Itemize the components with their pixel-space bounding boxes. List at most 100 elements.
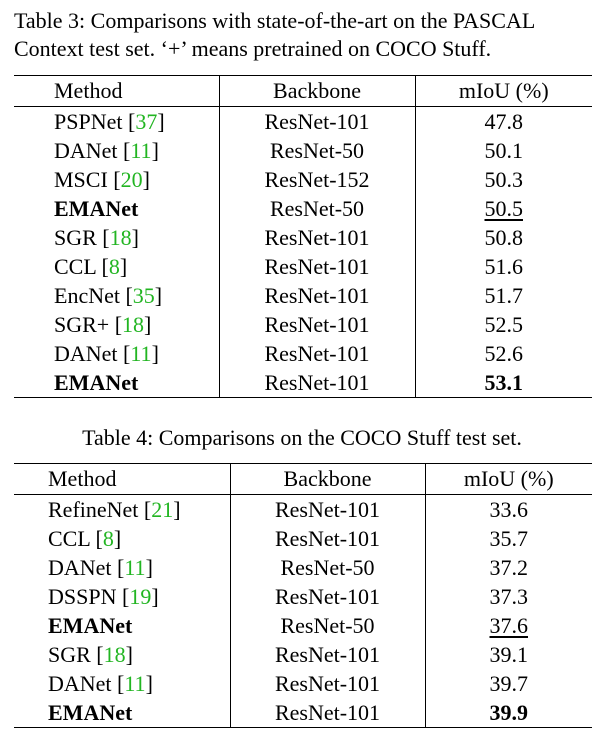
header-backbone: Backbone [218, 75, 415, 107]
miou-value: 50.8 [484, 224, 524, 250]
miou-cell: 47.8 [414, 106, 592, 136]
header-miou: mIoU (%) [414, 75, 592, 107]
miou-cell: 37.3 [424, 582, 592, 611]
citation-link[interactable]: 8 [108, 253, 120, 279]
method-name: EMANet [48, 612, 133, 638]
miou-value: 37.2 [489, 554, 529, 580]
header-miou: mIoU (%) [424, 463, 592, 495]
miou-value: 47.8 [484, 108, 524, 134]
table-row: EMANet ResNet-101 53.1 [14, 368, 592, 398]
citation-link[interactable]: 18 [109, 224, 132, 250]
miou-value: 50.3 [484, 166, 524, 192]
method-name: EMANet [48, 699, 133, 725]
miou-value: 33.6 [489, 496, 529, 522]
citation-link[interactable]: 19 [129, 583, 152, 609]
method-cell: DANet [11] [48, 554, 153, 580]
backbone-cell: ResNet-50 [229, 553, 425, 582]
miou-cell: 33.6 [424, 494, 592, 524]
method-cell: EMANet [14, 611, 230, 640]
backbone-cell: ResNet-101 [229, 494, 425, 524]
table3-caption-line2: Context test set. ‘+’ means pretrained o… [14, 36, 492, 61]
backbone-cell: ResNet-101 [229, 582, 425, 611]
backbone-cell: ResNet-101 [229, 524, 425, 553]
backbone-cell: ResNet-101 [218, 252, 415, 281]
table-row: SGR+ [18] ResNet-101 52.5 [14, 310, 592, 339]
table4-header-row: Method Backbone mIoU (%) [14, 463, 592, 495]
method-cell: EMANet [14, 194, 219, 223]
table4-body: RefineNet [21] ResNet-101 33.6 CCL [8] ResNe… [14, 494, 592, 728]
miou-cell: 51.6 [414, 252, 592, 281]
method-name: EncNet [54, 282, 120, 308]
table-row: SGR [18] ResNet-101 39.1 [14, 640, 592, 669]
method-name: SGR [54, 224, 97, 250]
citation-link[interactable]: 11 [124, 554, 146, 580]
miou-value: 39.7 [489, 670, 529, 696]
miou-cell: 52.5 [414, 310, 592, 339]
method-name: DANet [54, 340, 118, 366]
method-name: CCL [54, 253, 96, 279]
miou-value: 52.6 [484, 340, 524, 366]
citation-link[interactable]: 11 [130, 137, 152, 163]
miou-cell: 35.7 [424, 524, 592, 553]
table3: Method Backbone mIoU (%) PSPNet [37] ResN… [14, 75, 592, 398]
method-name: DANet [54, 137, 118, 163]
citation-link[interactable]: 20 [120, 166, 143, 192]
miou-cell: 50.1 [414, 136, 592, 165]
miou-value: 37.6 [489, 612, 529, 638]
method-cell: SGR+ [18] [54, 311, 152, 337]
miou-value: 51.6 [484, 253, 524, 279]
method-cell: SGR [18] [48, 641, 133, 667]
miou-value: 39.1 [489, 641, 529, 667]
table-row: PSPNet [37] ResNet-101 47.8 [14, 106, 592, 136]
miou-cell: 50.3 [414, 165, 592, 194]
miou-value: 53.1 [484, 369, 524, 395]
table3-caption: Table 3: Comparisons with state-of-the-a… [14, 7, 594, 63]
table-row: CCL [8] ResNet-101 51.6 [14, 252, 592, 281]
method-cell: CCL [8] [48, 525, 122, 551]
backbone-cell: ResNet-50 [218, 136, 415, 165]
miou-cell: 39.1 [424, 640, 592, 669]
miou-value: 51.7 [484, 282, 524, 308]
method-cell: DANet [11] [54, 137, 159, 163]
citation-link[interactable]: 11 [130, 340, 152, 366]
miou-cell: 50.5 [414, 194, 592, 223]
miou-cell: 39.9 [424, 698, 592, 728]
backbone-cell: ResNet-101 [229, 669, 425, 698]
citation-link[interactable]: 35 [132, 282, 155, 308]
table-row: DANet [11] ResNet-101 52.6 [14, 339, 592, 368]
backbone-cell: ResNet-101 [229, 640, 425, 669]
backbone-cell: ResNet-101 [218, 281, 415, 310]
backbone-cell: ResNet-152 [218, 165, 415, 194]
miou-value: 50.5 [484, 195, 524, 221]
miou-value: 37.3 [489, 583, 529, 609]
backbone-cell: ResNet-50 [218, 194, 415, 223]
method-cell: PSPNet [37] [54, 108, 165, 134]
method-name: CCL [48, 525, 90, 551]
method-name: SGR [48, 641, 91, 667]
citation-link[interactable]: 11 [124, 670, 146, 696]
citation-link[interactable]: 37 [135, 108, 158, 134]
table-row: EMANet ResNet-50 37.6 [14, 611, 592, 640]
method-name: DANet [48, 670, 112, 696]
miou-value: 50.1 [484, 137, 524, 163]
miou-cell: 52.6 [414, 339, 592, 368]
method-cell: SGR [18] [54, 224, 139, 250]
backbone-cell: ResNet-101 [218, 223, 415, 252]
backbone-cell: ResNet-101 [229, 698, 425, 728]
table-row: DANet [11] ResNet-101 39.7 [14, 669, 592, 698]
citation-link[interactable]: 21 [151, 496, 174, 522]
citation-link[interactable]: 18 [103, 641, 126, 667]
method-cell: EncNet [35] [54, 282, 163, 308]
citation-link[interactable]: 8 [102, 525, 114, 551]
method-cell: RefineNet [21] [48, 496, 181, 522]
method-name: RefineNet [48, 496, 139, 522]
miou-cell: 37.2 [424, 553, 592, 582]
method-name: DANet [48, 554, 112, 580]
citation-link[interactable]: 18 [122, 311, 145, 337]
backbone-cell: ResNet-101 [218, 310, 415, 339]
method-cell: DANet [11] [54, 340, 159, 366]
header-method: Method [14, 463, 230, 495]
method-cell: DANet [11] [48, 670, 153, 696]
table3-body: PSPNet [37] ResNet-101 47.8 DANet [11] ResNe… [14, 106, 592, 398]
table-row: MSCI [20] ResNet-152 50.3 [14, 165, 592, 194]
